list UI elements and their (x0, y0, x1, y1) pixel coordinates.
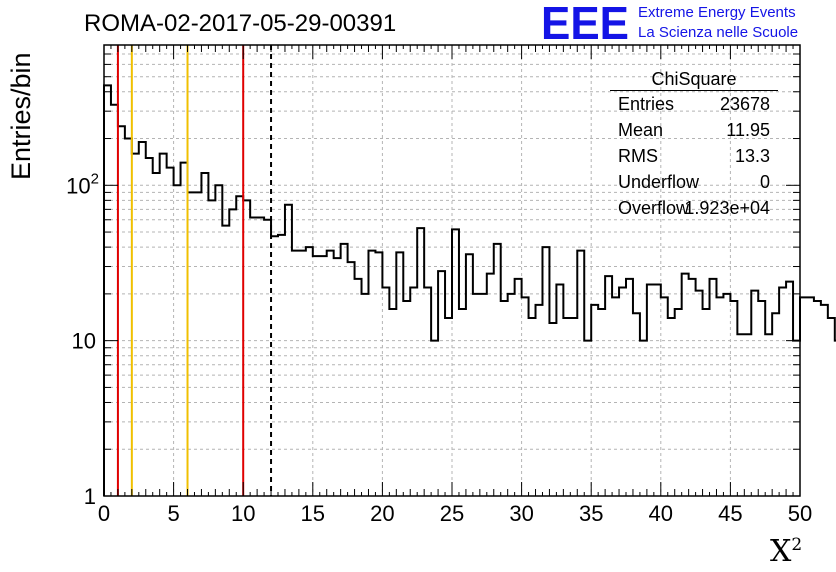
y-tick-label: 102 (66, 170, 99, 198)
x-tick-label: 45 (718, 501, 742, 526)
stats-box: ChiSquare Entries 23678 Mean 11.95 RMS 13.3 Un… (610, 68, 778, 221)
x-tick-label: 25 (440, 501, 464, 526)
x-axis-label: X2 (770, 534, 802, 569)
logo-line-2: La Scienza nelle Scuole (638, 24, 799, 41)
x-tick-label: 5 (167, 501, 179, 526)
stats-row-label: Mean (618, 120, 664, 140)
eee-logo: EEE (541, 2, 629, 42)
stats-row: Mean 11.95 (610, 117, 778, 143)
stats-row-value: 13.3 (734, 146, 770, 166)
stats-rows: Entries 23678 Mean 11.95 RMS 13.3 Underflow 0 Ov… (610, 91, 778, 221)
x-tick-label: 15 (301, 501, 325, 526)
y-tick-label: 10 (72, 329, 96, 354)
stats-row-value: 23678 (719, 94, 770, 114)
stats-row-value: 1.923e+04 (684, 198, 770, 218)
stats-row: Entries 23678 (610, 91, 778, 117)
stats-row-label: Entries (618, 94, 675, 114)
logo-line-1: Extreme Energy Events (638, 4, 796, 21)
stats-row-label: Overflow (618, 198, 690, 218)
stats-row-value: 0 (759, 172, 770, 192)
stats-row-label: RMS (618, 146, 658, 166)
logo-caption: Extreme Energy Events La Scienza nelle S… (638, 3, 798, 43)
stats-row: Underflow 0 (610, 169, 778, 195)
stats-row: Overflow 1.923e+04 (610, 195, 778, 221)
x-axis-label-base: X (770, 534, 792, 569)
stats-row-label: Underflow (618, 172, 700, 192)
eee-logo-mark: EEE (541, 2, 629, 42)
x-tick-label: 20 (370, 501, 394, 526)
x-tick-label: 0 (98, 501, 110, 526)
x-tick-label: 30 (509, 501, 533, 526)
x-tick-label: 50 (788, 501, 812, 526)
stats-title: ChiSquare (610, 68, 778, 91)
stats-row-value: 11.95 (726, 120, 770, 140)
x-tick-label: 35 (579, 501, 603, 526)
stats-row: RMS 13.3 (610, 143, 778, 169)
x-tick-label: 10 (231, 501, 255, 526)
y-tick-label: 1 (84, 484, 96, 509)
plot-title: ROMA-02-2017-05-29-00391 (84, 10, 397, 37)
x-axis-label-sup: 2 (791, 535, 803, 555)
x-tick-label: 40 (649, 501, 673, 526)
